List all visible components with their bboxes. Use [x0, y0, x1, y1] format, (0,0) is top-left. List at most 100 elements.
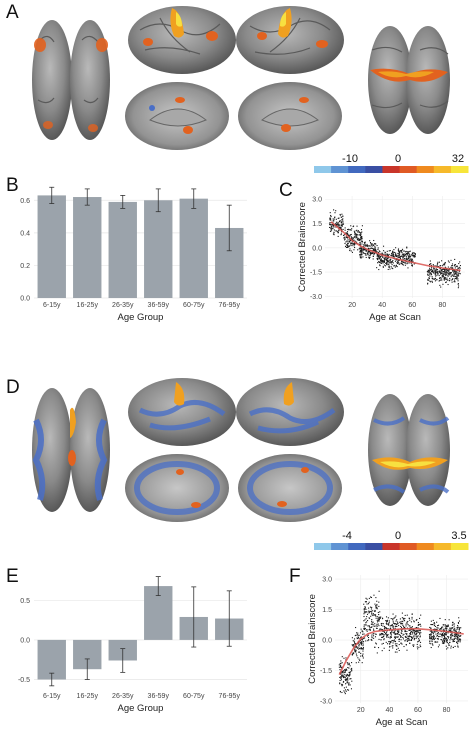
scatter-point [356, 225, 358, 227]
scatter-point [351, 245, 353, 247]
scatter-point [398, 649, 400, 652]
scatter-point [433, 622, 435, 624]
scatter-point [361, 249, 363, 251]
scatter-point [382, 266, 384, 268]
scatter-point [345, 657, 347, 659]
scatter-point [398, 630, 400, 632]
scatter-point [438, 274, 440, 277]
y-tick-label: 1.5 [322, 607, 332, 614]
scatter-point [361, 238, 363, 240]
scatter-point [456, 636, 459, 638]
scatter-point [336, 230, 338, 232]
scatter-point [366, 603, 368, 605]
scatter-point [359, 234, 362, 237]
scatter-point [332, 228, 334, 230]
colorbar-segment [365, 166, 383, 173]
scatter-point [402, 263, 404, 265]
scatter-point [343, 687, 345, 689]
scatter-point [367, 634, 369, 636]
scatter-point [429, 640, 431, 642]
scatter-point [444, 639, 446, 641]
scatter-point [394, 616, 396, 618]
scatter-point [431, 277, 433, 279]
scatter-point [444, 625, 446, 627]
scatter-point [433, 636, 435, 638]
scatter-point [406, 638, 408, 640]
scatter-point [387, 627, 389, 630]
scatter-point [448, 619, 450, 621]
scatter-point [380, 634, 382, 636]
scatter-point [393, 254, 395, 256]
scatter-point [455, 273, 457, 275]
scatter-point [361, 251, 363, 253]
scatter-point [340, 679, 343, 681]
scatter-point [396, 259, 398, 261]
scatter-point [372, 633, 374, 635]
x-tick-label: 16-25y [77, 693, 99, 700]
scatter-point [347, 679, 349, 681]
scatter-point [353, 225, 355, 227]
scatter-point [443, 279, 445, 281]
scatter-point [398, 255, 400, 257]
scatter-point [427, 271, 429, 273]
scatter-point [359, 255, 361, 257]
scatter-point [444, 619, 446, 621]
scatter-point [449, 273, 451, 275]
scatter-point [396, 648, 398, 650]
scatter-point [385, 259, 387, 261]
scatter-point [443, 275, 445, 277]
scatter-point [368, 256, 370, 259]
scatter-point [376, 619, 378, 621]
scatter-point [437, 627, 439, 629]
scatter-point [383, 253, 385, 255]
scatter-point [439, 273, 442, 275]
scatter-point [341, 228, 343, 230]
scatter-point [371, 614, 373, 616]
scatter-point [371, 619, 373, 621]
scatter-point [401, 617, 403, 619]
scatter-point [395, 624, 397, 626]
scatter-point [354, 236, 356, 238]
scatter-point [365, 608, 367, 610]
scatter-point [343, 676, 345, 678]
scatter-point [373, 248, 375, 250]
scatter-point [442, 633, 444, 635]
scatter-point [330, 224, 332, 226]
scatter-point [430, 281, 432, 283]
scatter-point [343, 657, 345, 659]
scatter-point [382, 262, 384, 264]
scatter-point [454, 267, 456, 269]
scatter-point [343, 671, 345, 673]
scatter-point [342, 218, 344, 220]
scatter-point [369, 606, 372, 608]
scatter-point [342, 223, 345, 225]
scatter-point [391, 252, 393, 254]
scatter-point [452, 634, 454, 636]
scatter-point [353, 245, 355, 247]
scatter-point [351, 237, 353, 239]
scatter-point [362, 643, 364, 645]
scatter-point [453, 265, 455, 267]
scatter-point [372, 255, 374, 257]
scatter-point [337, 235, 339, 237]
scatter-point [393, 622, 395, 625]
x-tick-label: 26-35y [112, 302, 134, 309]
scatter-point [385, 627, 387, 629]
scatter-point [360, 641, 362, 643]
scatter-point [339, 669, 341, 671]
scatter-point [357, 238, 359, 240]
scatter-point [373, 250, 375, 252]
scatter-point [415, 635, 417, 637]
scatter-point [444, 278, 446, 280]
scatter-point [395, 247, 397, 249]
scatter-point [445, 639, 447, 641]
scatter-point [404, 629, 406, 631]
scatter-point [394, 625, 396, 627]
scatter-point [430, 636, 433, 638]
scatter-point [342, 220, 344, 222]
scatter-point [458, 271, 460, 273]
scatter-point [410, 639, 413, 642]
scatter-point [455, 277, 457, 279]
scatter-point [340, 216, 342, 218]
scatter-point [376, 623, 378, 625]
